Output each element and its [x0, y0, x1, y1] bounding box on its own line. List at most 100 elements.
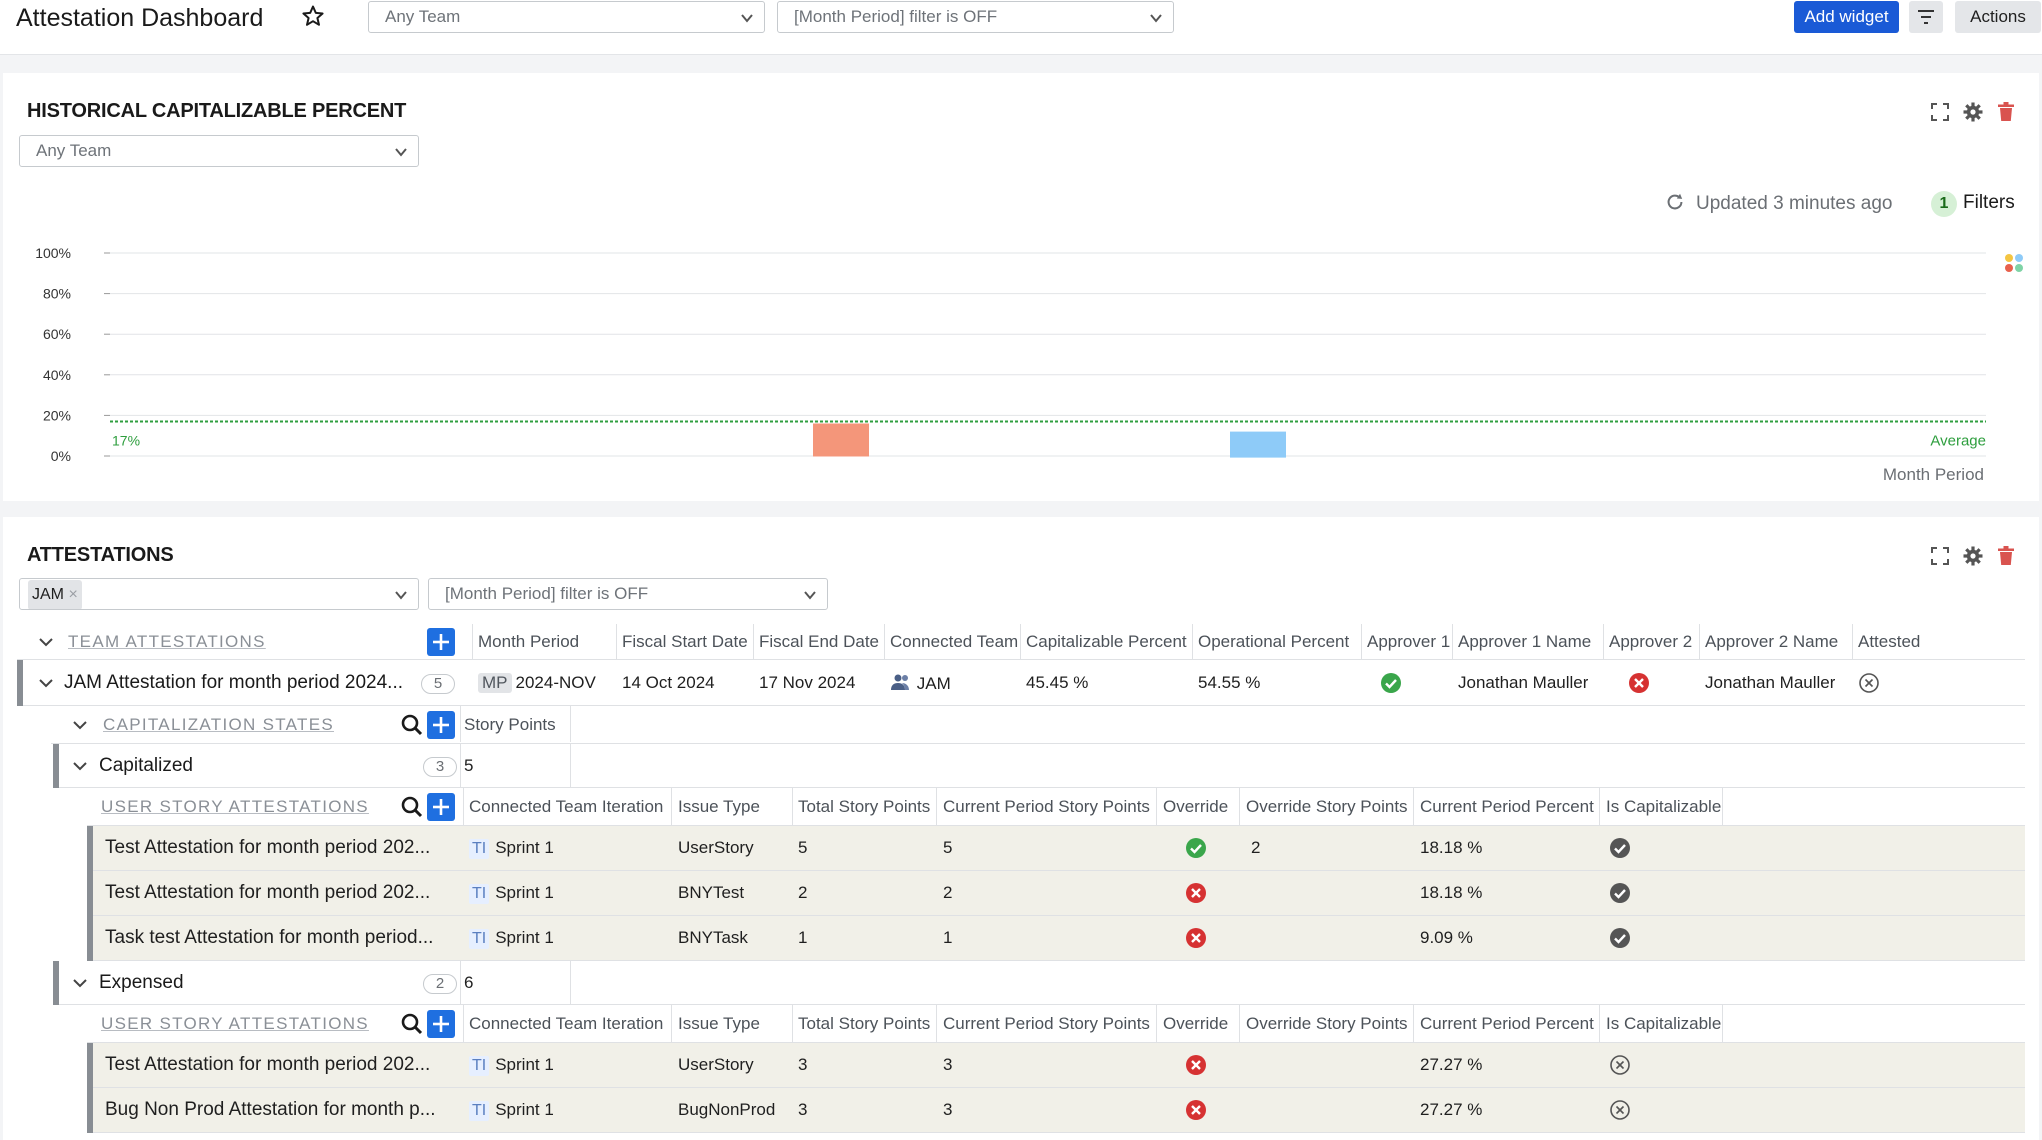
- user-story-row[interactable]: Task test Attestation for month period..…: [87, 916, 2025, 961]
- team-column-header[interactable]: Approver 2 Name: [1705, 632, 1839, 651]
- add-user-story-attestation-button[interactable]: [427, 1010, 455, 1038]
- story-column-header[interactable]: Is Capitalizable: [1606, 1014, 1722, 1033]
- collapse-chevron-icon[interactable]: [71, 716, 89, 734]
- user-story-name[interactable]: Test Attestation for month period 202...: [105, 883, 431, 903]
- add-widget-button[interactable]: Add widget: [1794, 1, 1899, 33]
- story-column-header[interactable]: Current Period Percent: [1420, 1014, 1594, 1033]
- iteration-value[interactable]: Sprint 1: [495, 838, 554, 857]
- user-story-section-label[interactable]: USER STORY ATTESTATIONS: [101, 797, 369, 816]
- iteration-value[interactable]: Sprint 1: [495, 1055, 554, 1074]
- filter-icon: [1918, 10, 1934, 24]
- team-column-header[interactable]: Connected Team: [890, 632, 1019, 651]
- remove-chip-icon[interactable]: ×: [68, 586, 78, 603]
- expand-icon[interactable]: [1928, 544, 1952, 568]
- team-column-header[interactable]: Approver 1 Name: [1458, 632, 1592, 651]
- iteration-value[interactable]: Sprint 1: [495, 1100, 554, 1119]
- story-column-header[interactable]: Current Period Percent: [1420, 797, 1594, 816]
- iteration-value[interactable]: Sprint 1: [495, 883, 554, 902]
- user-story-name[interactable]: Test Attestation for month period 202...: [105, 1055, 431, 1075]
- actions-button[interactable]: Actions: [1955, 1, 2041, 33]
- user-story-name[interactable]: Test Attestation for month period 202...: [105, 838, 431, 858]
- team-column-header[interactable]: Attested: [1858, 632, 1921, 651]
- historical-team-select[interactable]: Any Team: [19, 135, 419, 167]
- add-team-attestation-button[interactable]: [427, 628, 455, 656]
- user-story-name[interactable]: Bug Non Prod Attestation for month p...: [105, 1100, 436, 1120]
- add-capitalization-state-button[interactable]: [427, 711, 455, 739]
- drag-handle[interactable]: [87, 916, 93, 961]
- story-column-header[interactable]: Connected Team Iteration: [469, 797, 664, 816]
- connected-team-value[interactable]: JAM: [916, 674, 951, 693]
- user-story-row[interactable]: Test Attestation for month period 202...…: [87, 871, 2025, 916]
- drag-handle[interactable]: [87, 1043, 93, 1088]
- iteration-value[interactable]: Sprint 1: [495, 928, 554, 947]
- team-attestation-row[interactable]: JAM Attestation for month period 2024...…: [17, 660, 2025, 706]
- user-story-row[interactable]: Bug Non Prod Attestation for month p... T…: [87, 1088, 2025, 1133]
- drag-handle[interactable]: [53, 744, 59, 788]
- story-column-header[interactable]: Issue Type: [678, 1014, 760, 1033]
- add-user-story-attestation-button[interactable]: [427, 793, 455, 821]
- capitalization-group-row[interactable]: Capitalized 3 5: [53, 744, 2025, 788]
- story-column-header[interactable]: Override: [1163, 797, 1229, 816]
- drag-handle[interactable]: [87, 871, 93, 916]
- story-column-header[interactable]: Total Story Points: [798, 1014, 931, 1033]
- story-column-header[interactable]: Total Story Points: [798, 797, 931, 816]
- team-column-header[interactable]: Capitalizable Percent: [1026, 632, 1187, 651]
- story-column-header[interactable]: Connected Team Iteration: [469, 1014, 664, 1033]
- team-column-header[interactable]: Approver 2: [1609, 632, 1693, 651]
- column-separator: [460, 961, 461, 1005]
- attestations-period-select[interactable]: [Month Period] filter is OFF: [428, 578, 828, 610]
- trash-icon[interactable]: [1994, 544, 2018, 568]
- collapse-chevron-icon[interactable]: [37, 633, 55, 651]
- capitalization-section-label[interactable]: CAPITALIZATION STATES: [103, 715, 335, 734]
- group-label[interactable]: Capitalized: [99, 756, 193, 776]
- team-attestation-name[interactable]: JAM Attestation for month period 2024...: [64, 673, 404, 693]
- drag-handle[interactable]: [53, 961, 59, 1005]
- issue-type-cell: UserStory: [678, 838, 754, 857]
- attestations-team-select[interactable]: JAM ×: [19, 578, 419, 610]
- user-story-row[interactable]: Test Attestation for month period 202...…: [87, 826, 2025, 871]
- gear-icon[interactable]: [1961, 100, 1985, 124]
- star-icon[interactable]: [301, 4, 325, 28]
- palette-icon[interactable]: [2005, 254, 2023, 272]
- month-period-value[interactable]: 2024-NOV: [515, 673, 596, 692]
- drag-handle[interactable]: [87, 826, 93, 871]
- chart-bar[interactable]: [813, 423, 869, 457]
- trash-icon[interactable]: [1994, 100, 2018, 124]
- gear-icon[interactable]: [1961, 544, 1985, 568]
- story-column-header[interactable]: Override Story Points: [1246, 797, 1408, 816]
- team-column-header[interactable]: Fiscal End Date: [759, 632, 879, 651]
- story-column-header[interactable]: Issue Type: [678, 797, 760, 816]
- group-label[interactable]: Expensed: [99, 973, 184, 993]
- drag-handle[interactable]: [17, 660, 23, 706]
- team-column-header[interactable]: Fiscal Start Date: [622, 632, 748, 651]
- story-points-column-header[interactable]: Story Points: [464, 715, 556, 734]
- filters-button[interactable]: 1 Filters: [1931, 191, 2015, 217]
- expand-icon[interactable]: [1928, 100, 1952, 124]
- approver2-name-cell: Jonathan Mauller: [1705, 673, 1836, 692]
- collapse-chevron-icon[interactable]: [71, 757, 89, 775]
- story-column-header[interactable]: Current Period Story Points: [943, 1014, 1150, 1033]
- capitalization-group-row[interactable]: Expensed 2 6: [53, 961, 2025, 1005]
- collapse-chevron-icon[interactable]: [71, 974, 89, 992]
- story-column-header[interactable]: Current Period Story Points: [943, 797, 1150, 816]
- user-story-row[interactable]: Test Attestation for month period 202...…: [87, 1043, 2025, 1088]
- team-column-header[interactable]: Month Period: [478, 632, 580, 651]
- team-column-header[interactable]: Operational Percent: [1198, 632, 1350, 651]
- drag-handle[interactable]: [87, 1088, 93, 1133]
- team-filter-select[interactable]: Any Team: [368, 1, 765, 33]
- collapse-chevron-icon[interactable]: [37, 674, 55, 692]
- story-column-header[interactable]: Is Capitalizable: [1606, 797, 1722, 816]
- filter-toggle-button[interactable]: [1909, 1, 1943, 33]
- user-story-section-label[interactable]: USER STORY ATTESTATIONS: [101, 1014, 369, 1033]
- story-column-header[interactable]: Override: [1163, 1014, 1229, 1033]
- search-icon[interactable]: [398, 1010, 426, 1038]
- story-column-header[interactable]: Override Story Points: [1246, 1014, 1408, 1033]
- team-column-header[interactable]: Approver 1: [1367, 632, 1451, 651]
- refresh-icon[interactable]: [1664, 191, 1686, 213]
- search-icon[interactable]: [398, 793, 426, 821]
- search-icon[interactable]: [398, 711, 426, 739]
- team-section-label[interactable]: TEAM ATTESTATIONS: [68, 632, 266, 651]
- period-filter-select[interactable]: [Month Period] filter is OFF: [777, 1, 1174, 33]
- chart-bar[interactable]: [1230, 431, 1286, 458]
- user-story-name[interactable]: Task test Attestation for month period..…: [105, 928, 434, 948]
